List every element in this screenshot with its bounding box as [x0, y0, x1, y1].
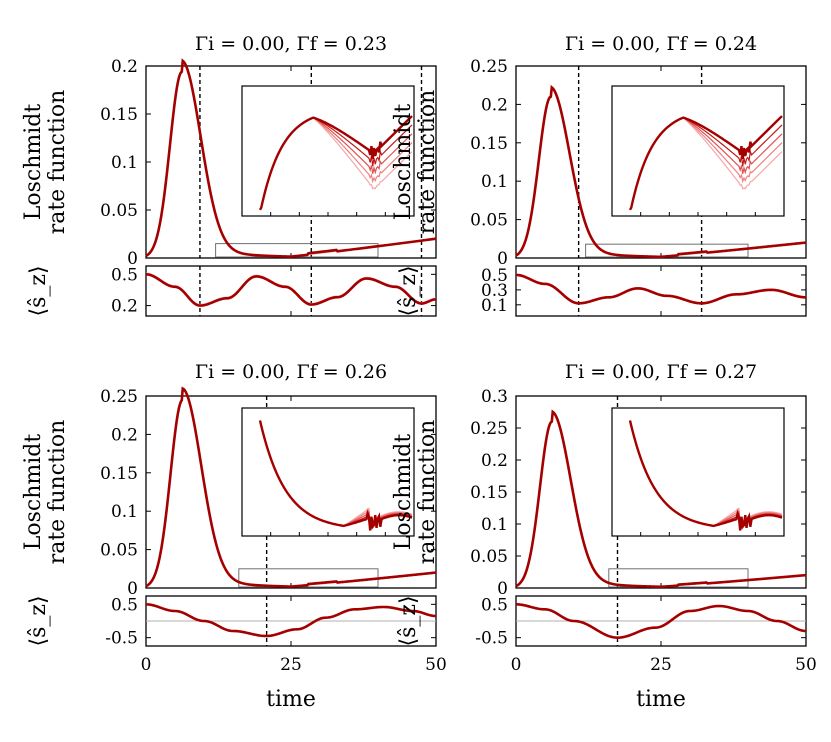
y-axis-title-line2: rate function [45, 420, 70, 565]
y-tick-label: 0.1 [481, 172, 508, 192]
y-tick-label: 0 [497, 579, 508, 599]
y-axis-title-line2: rate function [415, 420, 440, 565]
sz-series [145, 273, 437, 307]
y-tick-label: 0.05 [100, 541, 138, 561]
y-tick-label: 0 [497, 249, 508, 269]
sz-y-tick-label: 0.5 [111, 265, 138, 285]
rate-function-series [515, 84, 807, 259]
y-tick-label: 0.15 [470, 134, 508, 154]
sz-y-tick-label: -0.5 [475, 629, 508, 649]
x-tick-label: 25 [280, 655, 302, 675]
inset-series [628, 115, 783, 211]
y-tick-label: 0.2 [111, 425, 138, 445]
x-axis-title: time [636, 687, 686, 712]
y-tick-label: 0.15 [100, 464, 138, 484]
panel-title: Γi = 0.00, Γf = 0.23 [195, 33, 387, 55]
sz-y-tick-label: 0.2 [111, 297, 138, 317]
x-axis-title: time [266, 687, 316, 712]
zoom-region-box [608, 568, 749, 588]
inset-series [628, 420, 783, 531]
y-tick-label: 0.1 [481, 515, 508, 535]
y-tick-label: 0.05 [470, 211, 508, 231]
sz-y-tick-label: -0.5 [105, 629, 138, 649]
y-tick-label: 0.25 [470, 57, 508, 77]
x-tick-label: 0 [141, 655, 152, 675]
x-tick-label: 25 [650, 655, 672, 675]
y-axis-title-line1: Loschmidt [391, 104, 416, 221]
sz-series [515, 273, 807, 305]
panel-title: Γi = 0.00, Γf = 0.27 [565, 361, 757, 383]
sz-y-tick-label: 0.1 [481, 296, 508, 316]
sz-y-tick-label: 0.5 [481, 595, 508, 615]
y-tick-label: 0.15 [470, 483, 508, 503]
sz-axis-title: ⟨ŝ_z⟩ [396, 595, 421, 646]
y-axis-title-line1: Loschmidt [391, 434, 416, 551]
sz-series [145, 603, 437, 638]
y-tick-label: 0.2 [111, 57, 138, 77]
y-tick-label: 0.3 [481, 387, 508, 407]
y-tick-label: 0 [127, 579, 138, 599]
sz-series [515, 273, 807, 304]
sz-y-tick-label: 0.3 [481, 281, 508, 301]
sz-axis-title: ⟨ŝ_z⟩ [26, 595, 51, 646]
y-tick-label: 0.15 [100, 105, 138, 125]
panel-title: Γi = 0.00, Γf = 0.26 [195, 361, 387, 383]
y-tick-label: 0.05 [470, 547, 508, 567]
rate-function-series [145, 58, 437, 258]
rate-function-series [145, 386, 437, 588]
inset-series [258, 420, 413, 531]
y-tick-label: 0.1 [111, 502, 138, 522]
panel-title: Γi = 0.00, Γf = 0.24 [565, 33, 757, 55]
y-axis-title-line2: rate function [45, 90, 70, 235]
sz-y-tick-label: 0.5 [481, 266, 508, 286]
y-tick-label: 0.2 [481, 95, 508, 115]
y-tick-label: 0.25 [100, 387, 138, 407]
sz-axis-title: ⟨ŝ_z⟩ [26, 265, 51, 316]
inset-frame [241, 85, 415, 217]
sz-axis-title: ⟨ŝ_z⟩ [396, 265, 421, 316]
y-axis-title-line1: Loschmidt [21, 104, 46, 221]
sz-y-tick-label: 0.5 [111, 595, 138, 615]
y-tick-label: 0.25 [470, 419, 508, 439]
x-tick-label: 0 [511, 655, 522, 675]
x-tick-label: 50 [425, 655, 447, 675]
rate-function-series [515, 409, 807, 589]
y-tick-label: 0.1 [111, 153, 138, 173]
y-tick-label: 0.05 [100, 201, 138, 221]
inset-series [258, 115, 413, 211]
sz-frame [145, 265, 437, 317]
inset-frame [611, 85, 785, 217]
y-axis-title-line2: rate function [415, 90, 440, 235]
y-axis-title-line1: Loschmidt [21, 434, 46, 551]
y-tick-label: 0.2 [481, 451, 508, 471]
sz-series [515, 603, 807, 639]
y-tick-label: 0 [127, 249, 138, 269]
x-tick-label: 50 [795, 655, 817, 675]
